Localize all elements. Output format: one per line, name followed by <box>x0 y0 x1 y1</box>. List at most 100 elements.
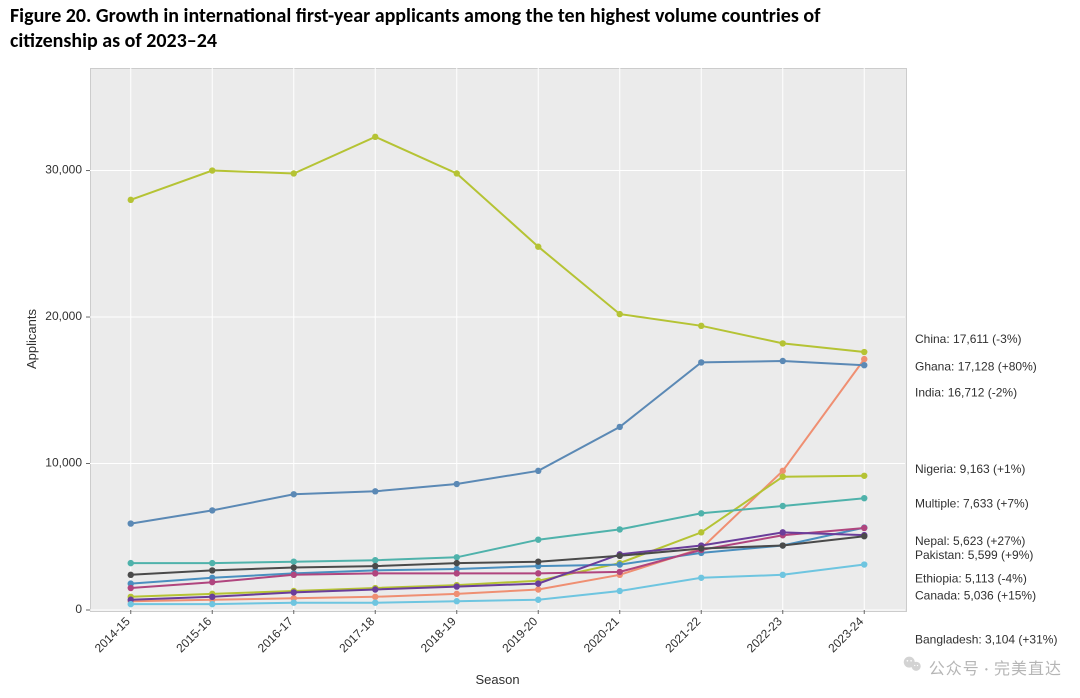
series-marker-multiple <box>454 554 460 560</box>
series-marker-canada <box>372 563 378 569</box>
end-label-multiple: Multiple: 7,633 (+7%) <box>915 496 1029 510</box>
series-marker-ghana <box>454 591 460 597</box>
series-marker-pakistan <box>209 579 215 585</box>
x-tick-label: 2018-19 <box>418 614 459 655</box>
series-marker-china <box>861 349 867 355</box>
series-marker-canada <box>780 542 786 548</box>
series-marker-ethiopia <box>454 583 460 589</box>
wechat-icon <box>901 653 923 680</box>
watermark: 公众号 · 完美直达 <box>901 653 1062 680</box>
series-marker-bangladesh <box>454 598 460 604</box>
series-marker-china <box>291 170 297 176</box>
series-marker-multiple <box>535 536 541 542</box>
series-marker-bangladesh <box>617 588 623 594</box>
end-label-china: China: 17,611 (-3%) <box>915 332 1022 346</box>
series-marker-china <box>128 197 134 203</box>
x-tick-label: 2020-21 <box>581 614 622 655</box>
series-marker-ghana <box>780 468 786 474</box>
end-label-ghana: Ghana: 17,128 (+80%) <box>915 359 1037 373</box>
series-marker-india <box>454 481 460 487</box>
series-marker-ghana <box>535 586 541 592</box>
y-tick-labels: 0 10,000 20,000 30,000 <box>45 163 82 616</box>
x-tick-label: 2019-20 <box>499 614 540 655</box>
series-marker-canada <box>861 533 867 539</box>
end-label-canada: Canada: 5,036 (+15%) <box>915 588 1036 602</box>
end-label-pakistan: Pakistan: 5,599 (+9%) <box>915 548 1033 562</box>
series-marker-ethiopia <box>209 594 215 600</box>
series-marker-china <box>617 311 623 317</box>
series-marker-pakistan <box>617 569 623 575</box>
series-marker-canada <box>617 553 623 559</box>
series-marker-china <box>780 340 786 346</box>
series-marker-bangladesh <box>209 601 215 607</box>
series-marker-ethiopia <box>535 580 541 586</box>
end-labels: China: 17,611 (-3%) Ghana: 17,128 (+80%) I… <box>915 332 1057 647</box>
series-marker-bangladesh <box>780 572 786 578</box>
series-marker-ghana <box>861 356 867 362</box>
chart-svg: 010,00020,00030,0002014-152015-162016-17… <box>0 0 1080 698</box>
series-marker-bangladesh <box>372 599 378 605</box>
end-label-nigeria: Nigeria: 9,163 (+1%) <box>915 462 1025 476</box>
x-tick-labels: 2014-152015-162016-172017-182018-192019-… <box>92 614 867 655</box>
series-marker-bangladesh <box>291 599 297 605</box>
series-marker-ethiopia <box>291 589 297 595</box>
series-marker-nepal <box>617 561 623 567</box>
end-label-bangladesh: Bangladesh: 3,104 (+31%) <box>915 633 1057 647</box>
series-marker-nigeria <box>698 529 704 535</box>
series-marker-pakistan <box>291 572 297 578</box>
watermark-text: 公众号 · 完美直达 <box>929 655 1062 679</box>
end-label-india: India: 16,712 (-2%) <box>915 385 1017 399</box>
y-tick-label: 30,000 <box>45 163 82 177</box>
series-marker-canada <box>128 572 134 578</box>
end-label-nepal: Nepal: 5,623 (+27%) <box>915 534 1025 548</box>
series-marker-multiple <box>780 503 786 509</box>
series-marker-canada <box>535 558 541 564</box>
series-marker-nigeria <box>780 473 786 479</box>
series-line-china <box>131 137 865 352</box>
series-marker-multiple <box>209 560 215 566</box>
series-marker-multiple <box>372 557 378 563</box>
series-marker-india <box>291 491 297 497</box>
series-marker-bangladesh <box>128 601 134 607</box>
series-marker-india <box>698 359 704 365</box>
x-tick-label: 2022-23 <box>744 614 785 655</box>
series-marker-pakistan <box>128 585 134 591</box>
series-line-ghana <box>131 359 865 601</box>
series-marker-china <box>454 170 460 176</box>
series-marker-india <box>209 507 215 513</box>
y-tick-label: 10,000 <box>45 456 82 470</box>
series-marker-multiple <box>617 526 623 532</box>
series-marker-multiple <box>698 510 704 516</box>
x-tick-label: 2017-18 <box>336 614 377 655</box>
x-tick-label: 2021-22 <box>662 614 703 655</box>
series-marker-ethiopia <box>780 529 786 535</box>
series-marker-pakistan <box>454 570 460 576</box>
series-line-multiple <box>131 498 865 563</box>
series-marker-bangladesh <box>698 575 704 581</box>
series-marker-bangladesh <box>861 561 867 567</box>
series-line-ethiopia <box>131 532 865 599</box>
series-marker-ghana <box>372 594 378 600</box>
series-marker-china <box>535 244 541 250</box>
y-tick-label: 0 <box>75 602 82 616</box>
series-marker-india <box>535 468 541 474</box>
x-tick-label: 2015-16 <box>173 614 214 655</box>
y-axis-label: Applicants <box>24 309 39 369</box>
series-marker-canada <box>209 567 215 573</box>
series-marker-multiple <box>291 558 297 564</box>
series-marker-china <box>209 167 215 173</box>
series-marker-ethiopia <box>372 586 378 592</box>
x-tick-label: 2014-15 <box>92 614 133 655</box>
series-marker-india <box>780 358 786 364</box>
series-marker-pakistan <box>372 570 378 576</box>
series-group <box>128 134 868 608</box>
x-tick-label: 2023-24 <box>825 614 866 655</box>
series-marker-canada <box>698 545 704 551</box>
series-marker-canada <box>291 564 297 570</box>
series-marker-china <box>698 323 704 329</box>
series-marker-multiple <box>128 560 134 566</box>
series-marker-india <box>861 362 867 368</box>
series-marker-bangladesh <box>535 597 541 603</box>
y-tick-label: 20,000 <box>45 309 82 323</box>
series-marker-china <box>372 134 378 140</box>
